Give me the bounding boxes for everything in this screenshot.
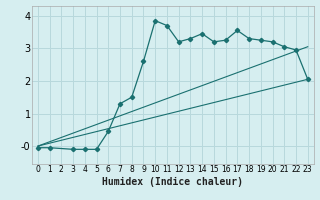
X-axis label: Humidex (Indice chaleur): Humidex (Indice chaleur) bbox=[102, 177, 243, 187]
